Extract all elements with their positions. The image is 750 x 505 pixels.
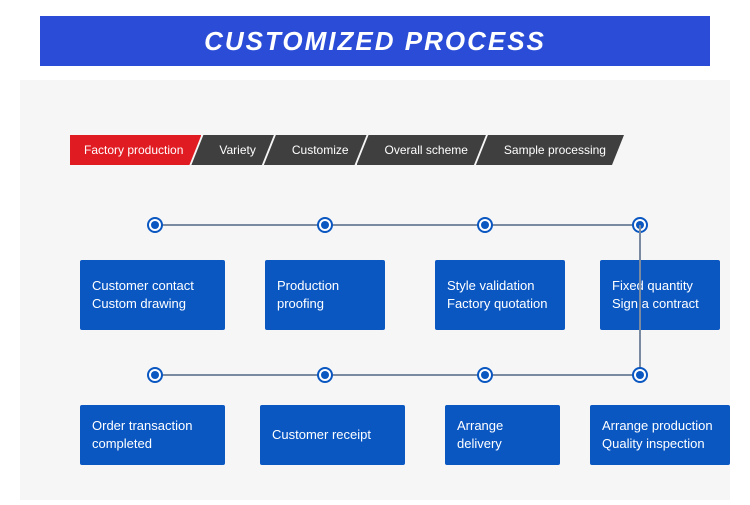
tabs-row: Factory productionVarietyCustomizeOveral… — [70, 135, 624, 165]
tab-overall-scheme[interactable]: Overall scheme — [357, 135, 486, 165]
flow-step-row2-2: Arrange delivery — [445, 405, 560, 465]
flow-step-row2-3: Arrange production Quality inspection — [590, 405, 730, 465]
flow-step-row2-1: Customer receipt — [260, 405, 405, 465]
flow-node-row2-0 — [147, 367, 163, 383]
flow-step-label: Fixed quantity Sign a contract — [612, 277, 699, 312]
tab-customize[interactable]: Customize — [264, 135, 367, 165]
flow-connector — [639, 225, 641, 375]
tab-factory-production[interactable]: Factory production — [70, 135, 201, 165]
flow-step-row2-0: Order transaction completed — [80, 405, 225, 465]
tab-variety[interactable]: Variety — [191, 135, 273, 165]
flow-node-row1-0 — [147, 217, 163, 233]
flow-step-row1-1: Production proofing — [265, 260, 385, 330]
flow-step-label: Arrange delivery — [457, 417, 503, 452]
flow-step-label: Style validation Factory quotation — [447, 277, 547, 312]
flow-step-row1-3: Fixed quantity Sign a contract — [600, 260, 720, 330]
content-area: Factory productionVarietyCustomizeOveral… — [20, 80, 730, 500]
flow-step-label: Production proofing — [277, 277, 339, 312]
flow-step-label: Arrange production Quality inspection — [602, 417, 713, 452]
flow-step-row1-0: Customer contact Custom drawing — [80, 260, 225, 330]
flow-node-row2-1 — [317, 367, 333, 383]
flow-step-label: Customer receipt — [272, 426, 371, 444]
flow-connector — [155, 224, 640, 226]
flow-node-row2-3 — [632, 367, 648, 383]
flow-node-row1-2 — [477, 217, 493, 233]
flow-node-row2-2 — [477, 367, 493, 383]
flow-step-label: Customer contact Custom drawing — [92, 277, 194, 312]
flow-step-row1-2: Style validation Factory quotation — [435, 260, 565, 330]
title-text: CUSTOMIZED PROCESS — [204, 26, 546, 57]
flow-step-label: Order transaction completed — [92, 417, 192, 452]
flow-node-row1-1 — [317, 217, 333, 233]
flow-connector — [155, 374, 640, 376]
tab-sample-processing[interactable]: Sample processing — [476, 135, 624, 165]
title-banner: CUSTOMIZED PROCESS — [40, 16, 710, 66]
